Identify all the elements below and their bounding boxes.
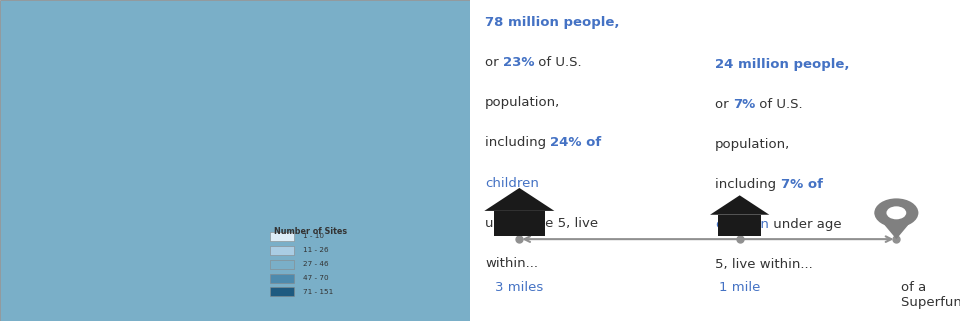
- Text: or: or: [715, 98, 733, 111]
- Text: or: or: [485, 56, 503, 69]
- Bar: [270, 232, 294, 241]
- Text: 1 mile: 1 mile: [719, 281, 760, 294]
- Text: of U.S.: of U.S.: [535, 56, 582, 69]
- Circle shape: [875, 198, 919, 227]
- Text: 5, live within...: 5, live within...: [715, 258, 813, 271]
- Bar: [493, 211, 545, 236]
- Bar: [270, 246, 294, 255]
- Text: population,: population,: [715, 138, 790, 151]
- Text: children: children: [715, 218, 769, 231]
- Text: under age 5, live: under age 5, live: [485, 217, 598, 230]
- Text: 7%: 7%: [733, 98, 756, 111]
- Text: 1 - 10: 1 - 10: [303, 233, 324, 239]
- Text: 71 - 151: 71 - 151: [303, 289, 333, 295]
- Text: 78 million people,: 78 million people,: [485, 16, 619, 29]
- Text: population,: population,: [485, 96, 561, 109]
- Text: 24% of: 24% of: [550, 136, 602, 149]
- Text: of U.S.: of U.S.: [756, 98, 803, 111]
- Polygon shape: [485, 188, 554, 211]
- Bar: [270, 260, 294, 269]
- Text: children: children: [485, 177, 539, 189]
- Polygon shape: [710, 195, 769, 215]
- Text: 47 - 70: 47 - 70: [303, 275, 328, 281]
- Text: including: including: [485, 136, 550, 149]
- Text: Number of Sites: Number of Sites: [274, 227, 347, 236]
- Text: including: including: [715, 178, 780, 191]
- Circle shape: [886, 206, 906, 219]
- Bar: [270, 288, 294, 297]
- Text: 11 - 26: 11 - 26: [303, 247, 328, 253]
- Polygon shape: [875, 213, 919, 239]
- Bar: [270, 273, 294, 282]
- Text: 24 million people,: 24 million people,: [715, 58, 850, 71]
- Text: 23%: 23%: [503, 56, 535, 69]
- Text: 7% of: 7% of: [780, 178, 823, 191]
- Text: 27 - 46: 27 - 46: [303, 261, 328, 267]
- Text: within...: within...: [485, 257, 539, 270]
- Bar: [718, 215, 761, 236]
- Text: under age: under age: [769, 218, 842, 231]
- Text: of a
Superfund site.: of a Superfund site.: [901, 281, 960, 309]
- Text: 3 miles: 3 miles: [495, 281, 543, 294]
